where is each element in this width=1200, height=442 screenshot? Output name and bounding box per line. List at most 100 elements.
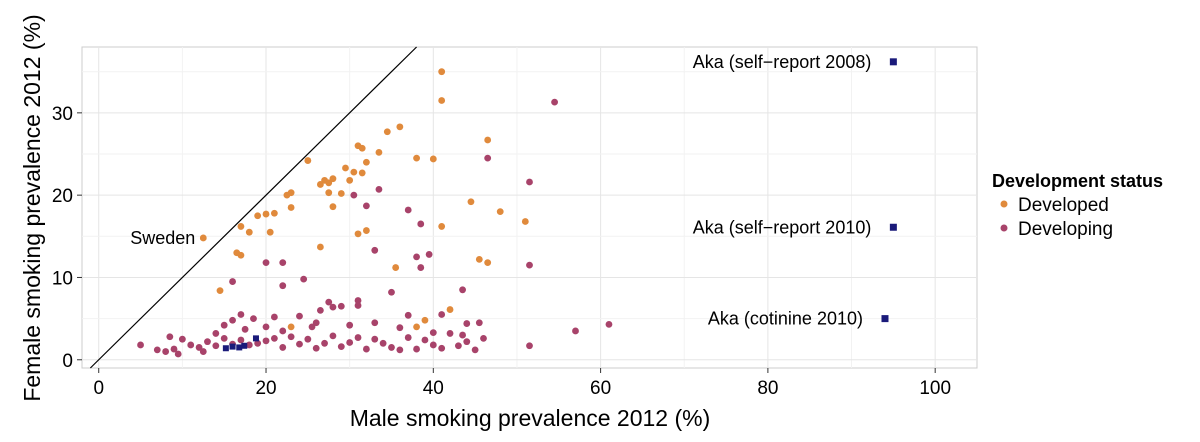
point-developing <box>388 288 395 296</box>
point-developed <box>216 287 224 295</box>
point-developing <box>354 334 362 341</box>
point-developing <box>229 278 236 285</box>
point-developing <box>279 259 287 267</box>
point-developing <box>279 282 287 290</box>
point-developing <box>287 333 295 341</box>
point-developing <box>220 321 228 329</box>
point-developing <box>459 286 466 294</box>
x-tick-label: 100 <box>919 378 951 399</box>
legend-marker-developed <box>1000 200 1008 208</box>
point-developing <box>308 323 316 331</box>
point-developing <box>199 348 207 355</box>
point-developed <box>396 123 404 131</box>
annotation-aka-self-report-2010: Aka (self−report 2010) <box>693 217 872 237</box>
point-aka <box>241 342 248 349</box>
identity-line <box>89 46 418 369</box>
legend-label-developing: Developing <box>1018 219 1113 240</box>
point-developing <box>425 251 433 258</box>
x-axis-ticks: 0 20 40 60 80 100 <box>93 368 951 399</box>
x-tick-label: 80 <box>757 378 778 399</box>
y-axis-ticks: 0 10 20 30 <box>52 104 82 372</box>
point-developed <box>521 218 529 225</box>
point-developing <box>362 202 370 210</box>
point-developing <box>413 345 420 353</box>
point-developed <box>484 136 492 144</box>
point-aka <box>229 343 236 350</box>
point-developing <box>270 313 278 321</box>
point-developed <box>245 228 253 236</box>
point-developed <box>438 97 446 104</box>
point-developing <box>572 327 579 335</box>
point-developing <box>438 311 446 318</box>
point-developing <box>526 178 533 186</box>
point-developed <box>304 157 312 164</box>
point-developed <box>346 176 354 184</box>
point-developing <box>296 312 303 320</box>
point-developing <box>270 334 278 342</box>
point-developing <box>404 334 412 341</box>
point-aka <box>222 345 229 352</box>
annotations: Sweden Aka (self−report 2008) Aka (self−re… <box>130 52 897 329</box>
point-developed <box>438 68 446 76</box>
point-developing <box>162 348 170 355</box>
point-developed <box>358 144 366 152</box>
point-developing <box>371 319 379 327</box>
point-developing <box>304 335 312 343</box>
point-developing <box>312 344 320 352</box>
point-developing <box>250 315 257 323</box>
point-developing <box>137 341 144 349</box>
point-developed <box>266 228 274 236</box>
legend-title: Development status <box>992 171 1163 191</box>
point-developing <box>229 316 236 324</box>
point-developing <box>417 220 425 228</box>
point-developing <box>463 320 471 327</box>
point-developed <box>421 316 429 324</box>
point-developed <box>262 210 270 218</box>
point-developing <box>212 330 220 337</box>
point-developing <box>346 321 354 329</box>
point-developed <box>484 259 492 267</box>
y-tick-label: 0 <box>62 351 73 372</box>
point-aka <box>236 344 243 351</box>
point-developed <box>270 209 278 217</box>
data-points <box>137 68 613 358</box>
x-tick-label: 20 <box>255 378 276 399</box>
point-developing <box>396 346 404 354</box>
point-developing <box>312 319 320 327</box>
point-developed <box>475 255 483 263</box>
legend-marker-developing <box>1000 224 1008 232</box>
point-developed <box>496 208 504 216</box>
point-developing <box>459 331 466 339</box>
point-developing <box>178 335 186 343</box>
point-developing <box>371 246 379 254</box>
point-developed <box>283 191 291 199</box>
legend: Development status Developed Developing <box>992 171 1163 240</box>
point-developing <box>354 302 362 309</box>
point-developing <box>195 344 203 351</box>
point-developing <box>212 342 220 350</box>
point-developed <box>287 204 295 211</box>
annotation-aka-cotinine-2010: Aka (cotinine 2010) <box>708 309 863 329</box>
point-developed <box>429 155 437 163</box>
point-developed <box>237 223 245 230</box>
point-developing <box>220 334 228 342</box>
point-developing <box>329 303 337 311</box>
point-developed <box>325 189 333 197</box>
point-developing <box>379 339 387 347</box>
point-developing <box>262 323 270 331</box>
annotation-marker-aka-self-report-2008 <box>889 58 897 66</box>
point-developing <box>475 319 483 327</box>
point-developing <box>300 275 308 283</box>
point-developing <box>337 343 345 350</box>
point-developing <box>170 345 178 353</box>
point-developing <box>329 332 337 340</box>
point-developing <box>463 338 471 346</box>
point-developed <box>329 203 337 211</box>
point-developed <box>337 190 345 197</box>
point-developing <box>245 341 253 349</box>
y-axis-title: Female smoking prevalence 2012 (%) <box>19 14 45 401</box>
point-developed <box>237 251 245 259</box>
point-developing <box>404 311 412 319</box>
point-developing <box>375 185 383 193</box>
